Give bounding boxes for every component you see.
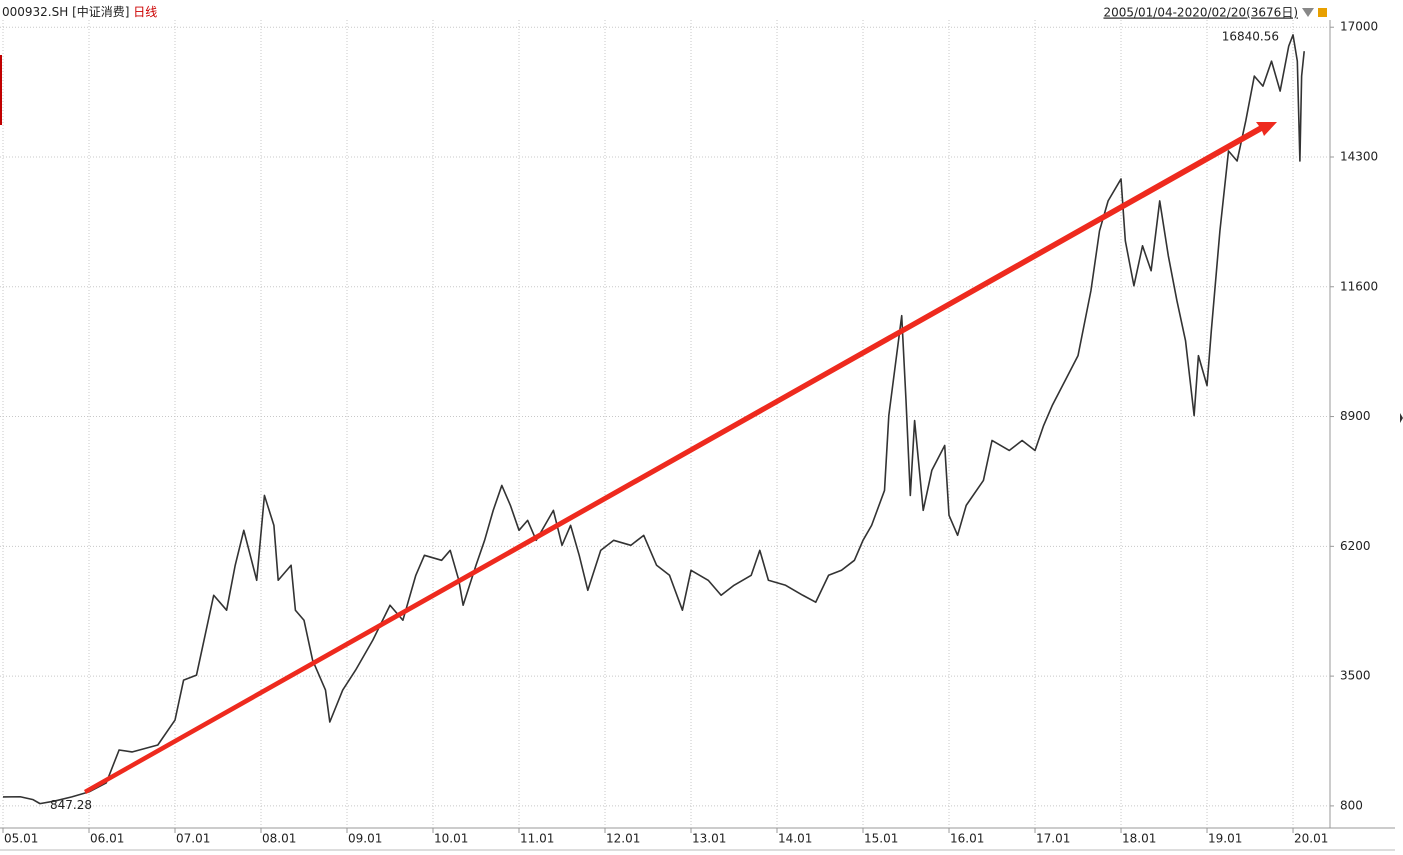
dropdown-icon[interactable] [1302,8,1314,17]
y-tick-label: 8900 [1340,409,1371,423]
x-tick-label: 14.01 [778,832,812,846]
annotation-label: 16840.56 [1222,29,1279,43]
x-tick-label: 12.01 [606,832,640,846]
x-tick-label: 06.01 [90,832,124,846]
x-tick-label: 17.01 [1036,832,1070,846]
index-name: [中证消费] [72,4,129,19]
x-tick-label: 09.01 [348,832,382,846]
x-tick-label: 10.01 [434,832,468,846]
price-line [2,34,1305,805]
annotation-label: 847.28 [50,798,92,812]
x-tick-label: 07.01 [176,832,210,846]
header: 000932.SH [中证消费] 日线 [2,4,157,19]
x-tick-label: 13.01 [692,832,726,846]
y-tick-label: 3500 [1340,669,1371,683]
x-tick-label: 20.01 [1294,832,1328,846]
y-tick-label: 14300 [1340,149,1378,163]
code: 000932.SH [2,5,68,19]
trend-arrow [84,122,1277,794]
side-marker [0,55,2,125]
period: 日线 [133,5,157,19]
date-range[interactable]: 2005/01/04-2020/02/20(3676日) [1103,6,1298,20]
y-tick-label: 17000 [1340,20,1378,34]
lock-icon[interactable] [1318,8,1327,17]
y-tick-label: 800 [1340,798,1363,812]
x-tick-label: 05.01 [4,832,38,846]
y-tick-label: 11600 [1340,279,1378,293]
marks: 800 3500 6200 8900 11600 14300 17000 05.01 06.01… [0,20,1378,846]
x-tick-label: 11.01 [520,832,554,846]
x-tick-label: 19.01 [1208,832,1242,846]
x-tick-label: 16.01 [950,832,984,846]
x-tick-label: 18.01 [1122,832,1156,846]
x-tick-label: 15.01 [864,832,898,846]
y-tick-label: 6200 [1340,539,1371,553]
scroll-arrow[interactable] [1400,413,1403,423]
x-tick-label: 08.01 [262,832,296,846]
